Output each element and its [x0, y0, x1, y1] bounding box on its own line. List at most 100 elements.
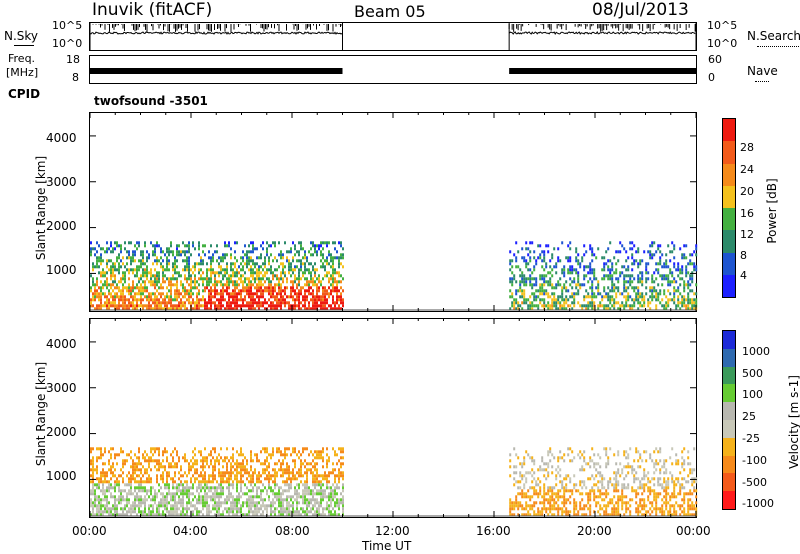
power-cell [224, 253, 226, 257]
power-cell [270, 286, 272, 290]
vel-cell [338, 507, 340, 511]
power-cell [240, 280, 242, 284]
power-cell [212, 271, 214, 275]
vel-cell [124, 507, 126, 511]
power-cell [330, 277, 332, 281]
vel-cell [671, 480, 674, 484]
vel-cell [621, 483, 624, 487]
vel-cell [194, 447, 196, 451]
vel-cell [92, 501, 94, 505]
power-cell [176, 307, 178, 311]
vel-cell [92, 480, 94, 484]
vel-cell [238, 510, 240, 514]
power-cell [312, 244, 314, 248]
power-cell [256, 277, 258, 281]
vel-cell [296, 504, 298, 508]
power-cell [543, 250, 546, 254]
power-cell [224, 241, 226, 245]
power-cell [533, 265, 536, 269]
vel-cell [120, 495, 122, 499]
power-cell [218, 307, 220, 311]
vel-cell [206, 495, 208, 499]
power-cell [112, 283, 114, 287]
vel-cell [100, 447, 102, 451]
vel-cell [338, 486, 340, 490]
vel-cell [138, 459, 140, 463]
vel-cell [148, 507, 150, 511]
vel-cell [232, 501, 234, 505]
power-cell [328, 253, 330, 257]
power-cell [334, 301, 336, 305]
power-cell [118, 268, 120, 272]
vel-cell [156, 510, 158, 514]
vel-cell [254, 507, 256, 511]
power-cell [224, 283, 226, 287]
vel-cell [615, 483, 618, 487]
power-cell [244, 271, 246, 275]
vel-cell [278, 495, 280, 499]
vel-cell [683, 459, 686, 463]
vel-cell [218, 510, 220, 514]
power-cell [212, 253, 214, 257]
power-cell [166, 247, 168, 251]
power-cell [114, 262, 116, 266]
vel-cell [649, 486, 652, 490]
vel-cell [220, 489, 222, 493]
vel-cell [232, 483, 234, 487]
vel-cell [615, 513, 618, 517]
vel-cell [647, 498, 650, 502]
power-cell [130, 259, 132, 263]
power-cell [689, 298, 692, 302]
vel-cell [140, 489, 142, 493]
power-cell [647, 304, 650, 308]
vel-cell [298, 468, 300, 472]
power-cell [677, 304, 680, 308]
vel-cell [216, 459, 218, 463]
vel-cell [655, 513, 658, 517]
vel-cell [178, 477, 180, 481]
power-cell [166, 250, 168, 254]
power-cell [298, 301, 300, 305]
power-cell [140, 286, 142, 290]
vel-cell [102, 504, 104, 508]
power-cell [529, 256, 532, 260]
vel-cell [132, 474, 134, 478]
vel-cell [290, 486, 292, 490]
vel-cell [180, 513, 182, 517]
vel-cell [278, 489, 280, 493]
vel-cell [651, 504, 654, 508]
power-cell [653, 271, 656, 275]
power-cell [689, 301, 692, 305]
power-cell [220, 295, 222, 299]
vel-cell [234, 474, 236, 478]
power-cell [274, 307, 276, 311]
power-cell [118, 265, 120, 269]
vel-cell [242, 492, 244, 496]
vel-cell [154, 465, 156, 469]
vel-cell [645, 450, 648, 454]
power-cell [256, 247, 258, 251]
power-cell [310, 274, 312, 278]
power-cell [673, 265, 676, 269]
vel-cell [633, 480, 636, 484]
power-cell [252, 271, 254, 275]
power-cell [296, 283, 298, 287]
vel-cell [342, 450, 344, 454]
vel-cell [342, 501, 344, 505]
vel-cell [539, 489, 542, 493]
power-cell [587, 295, 590, 299]
vel-cell [110, 456, 112, 460]
vel-cell [118, 489, 120, 493]
vel-cell [625, 495, 628, 499]
power-cell [128, 271, 130, 275]
vel-cell [190, 477, 192, 481]
power-cell [198, 298, 200, 302]
power-cell [156, 256, 158, 260]
power-cell [336, 307, 338, 311]
vel-cell [559, 507, 562, 511]
vel-cell [236, 474, 238, 478]
vel-cell [130, 456, 132, 460]
vel-cell [230, 501, 232, 505]
vel-cell [240, 468, 242, 472]
power-cell [234, 283, 236, 287]
